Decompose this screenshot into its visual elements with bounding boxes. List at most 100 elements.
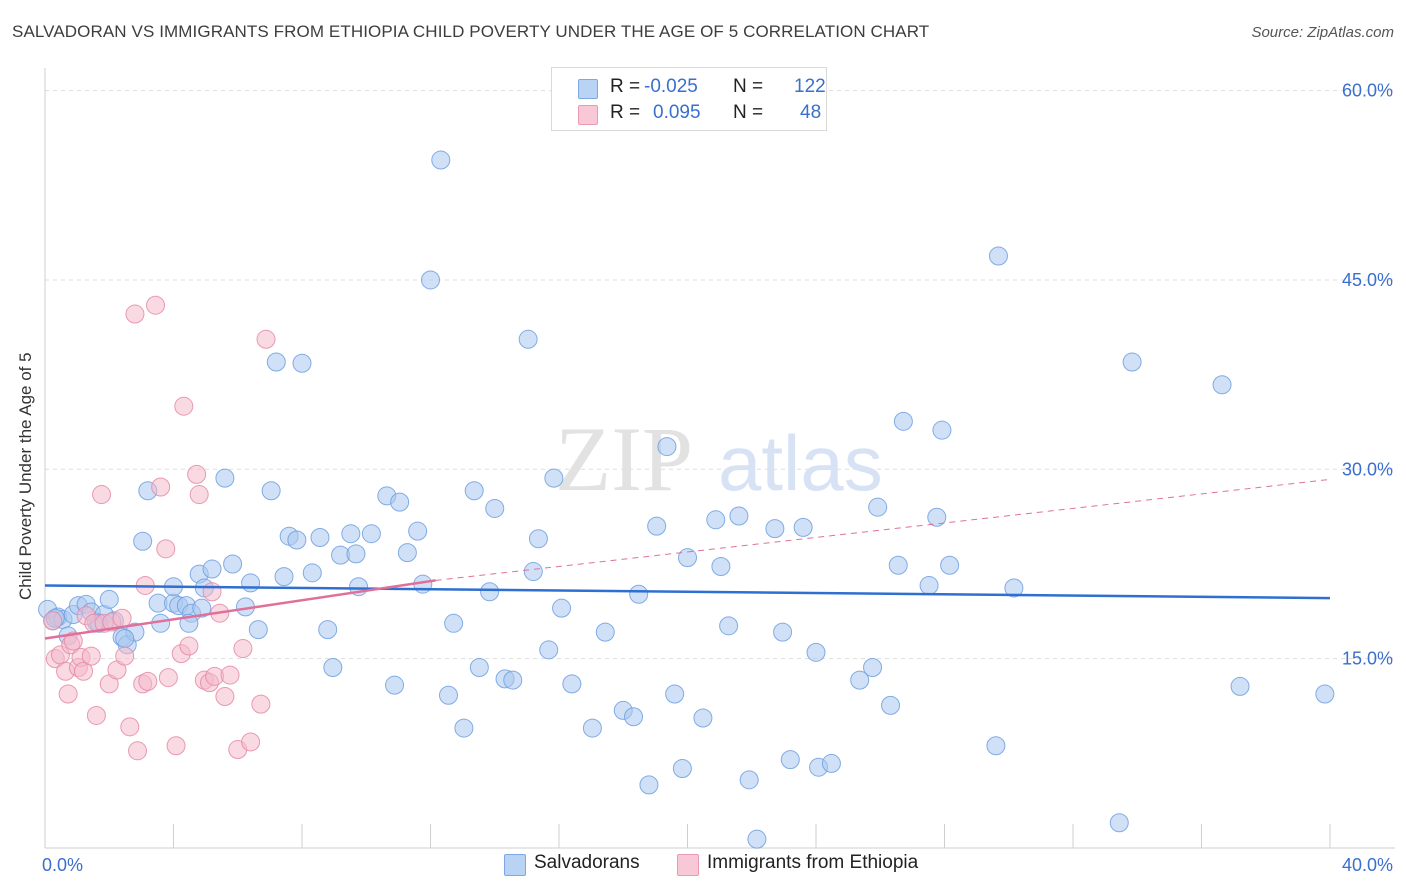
point-ethiopia — [86, 705, 106, 725]
y-tick-label: 15.0% — [1342, 649, 1393, 669]
point-salvadorans — [665, 684, 685, 704]
point-salvadorans — [310, 527, 330, 547]
point-ethiopia — [74, 661, 94, 681]
point-salvadorans — [544, 468, 564, 488]
point-ethiopia — [158, 668, 178, 688]
legend-r-label: R = — [610, 102, 641, 123]
point-salvadorans — [469, 657, 489, 677]
point-salvadorans — [408, 521, 428, 541]
point-salvadorans — [1230, 676, 1250, 696]
point-salvadorans — [624, 707, 644, 727]
point-salvadorans — [693, 708, 713, 728]
point-salvadorans — [888, 555, 908, 575]
point-salvadorans — [629, 584, 649, 604]
point-salvadorans — [539, 640, 559, 660]
point-salvadorans — [223, 554, 243, 574]
point-salvadorans — [678, 548, 697, 568]
legend-swatch-pink — [578, 105, 598, 125]
legend-r-value: 0.095 — [653, 102, 701, 123]
point-ethiopia — [220, 665, 240, 685]
point-salvadorans — [261, 481, 281, 501]
point-ethiopia — [125, 304, 145, 324]
point-salvadorans — [1004, 578, 1024, 598]
trend-line-salvadorans — [44, 584, 1331, 600]
point-salvadorans — [346, 544, 366, 564]
point-salvadorans — [711, 557, 731, 577]
point-salvadorans — [1109, 813, 1129, 833]
point-salvadorans — [706, 510, 726, 530]
chart-title: SALVADORAN VS IMMIGRANTS FROM ETHIOPIA C… — [12, 22, 930, 41]
point-salvadorans — [582, 718, 602, 738]
point-salvadorans — [719, 616, 739, 636]
point-salvadorans — [672, 758, 692, 778]
point-ethiopia — [179, 636, 199, 656]
point-ethiopia — [58, 684, 78, 704]
point-ethiopia — [174, 396, 194, 416]
y-tick-label: 60.0% — [1342, 81, 1393, 101]
point-salvadorans — [657, 437, 677, 457]
point-salvadorans — [647, 516, 667, 536]
point-salvadorans — [793, 517, 813, 537]
legend-r-value: -0.025 — [644, 76, 698, 97]
point-salvadorans — [397, 543, 417, 563]
x-tick-label: 0.0% — [42, 855, 83, 875]
point-salvadorans — [274, 567, 294, 587]
point-ethiopia — [233, 639, 253, 659]
point-salvadorans — [444, 613, 464, 633]
point-salvadorans — [99, 589, 119, 609]
point-salvadorans — [323, 657, 343, 677]
point-salvadorans — [528, 529, 548, 549]
bottom-legend-label: Immigrants from Ethiopia — [707, 852, 919, 873]
legend-n-label: N = — [733, 76, 764, 97]
point-salvadorans — [1315, 684, 1335, 704]
point-salvadorans — [780, 750, 800, 770]
point-salvadorans — [202, 559, 222, 579]
trend-extension-ethiopia — [435, 478, 1331, 581]
point-ethiopia — [256, 329, 276, 349]
watermark-zip: ZIP — [555, 408, 693, 510]
legend-r-label: R = — [610, 76, 641, 97]
point-salvadorans — [485, 498, 505, 518]
point-salvadorans — [518, 329, 538, 349]
point-ethiopia — [115, 646, 135, 666]
legend-n-value: 122 — [794, 76, 826, 97]
point-salvadorans — [480, 582, 500, 602]
trend-layer — [44, 478, 1331, 640]
point-salvadorans — [523, 562, 543, 582]
point-salvadorans — [940, 555, 960, 575]
trend-line-ethiopia — [44, 579, 436, 640]
point-salvadorans — [821, 753, 841, 773]
point-ethiopia — [241, 732, 261, 752]
point-salvadorans — [986, 736, 1006, 756]
point-salvadorans — [503, 670, 523, 690]
bottom-legend-label: Salvadorans — [534, 852, 640, 873]
axis-layer — [44, 68, 1395, 849]
bottom-legend-swatch-pink — [677, 854, 699, 876]
point-salvadorans — [919, 575, 939, 595]
point-salvadorans — [287, 530, 307, 550]
y-tick-label: 30.0% — [1342, 459, 1393, 479]
point-salvadorans — [341, 524, 361, 544]
point-salvadorans — [927, 507, 947, 527]
point-salvadorans — [850, 670, 870, 690]
point-salvadorans — [988, 246, 1008, 266]
point-salvadorans — [773, 622, 793, 642]
point-ethiopia — [92, 485, 112, 505]
point-salvadorans — [192, 598, 212, 618]
point-salvadorans — [431, 150, 451, 170]
point-ethiopia — [156, 539, 176, 559]
point-salvadorans — [421, 270, 440, 290]
point-ethiopia — [128, 741, 148, 761]
y-axis-label: Child Poverty Under the Age of 5 — [16, 352, 35, 600]
correlation-legend: R = -0.025 N = 122 R = 0.095 N = 48 — [551, 67, 827, 131]
point-salvadorans — [863, 657, 883, 677]
point-salvadorans — [133, 531, 153, 551]
point-salvadorans — [464, 481, 484, 501]
point-salvadorans — [881, 695, 901, 715]
point-ethiopia — [120, 717, 140, 737]
point-salvadorans — [215, 468, 235, 488]
point-ethiopia — [146, 295, 166, 315]
point-salvadorans — [639, 775, 659, 795]
point-ethiopia — [202, 582, 222, 602]
